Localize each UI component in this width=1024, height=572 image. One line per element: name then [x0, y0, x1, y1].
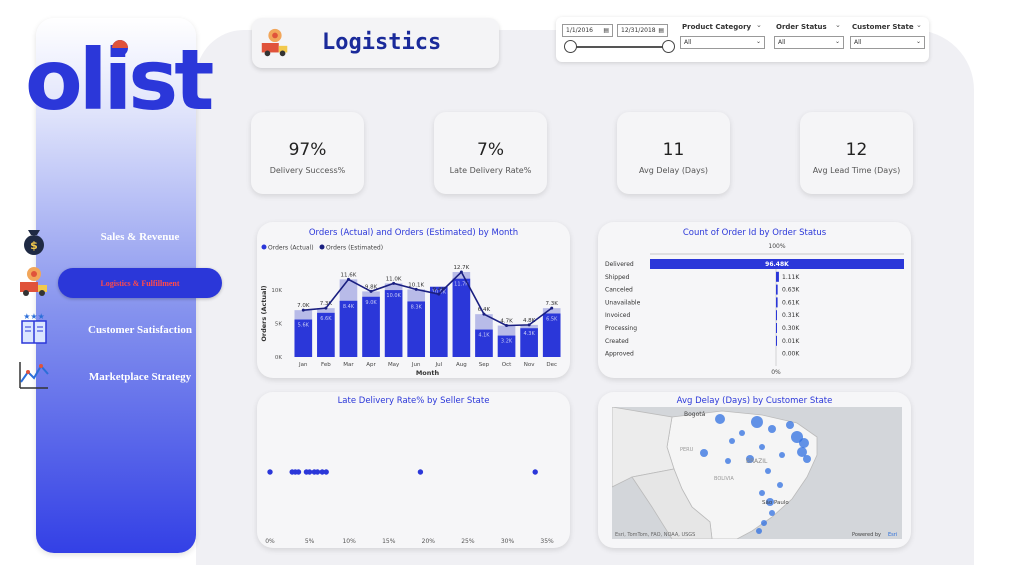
map-dots: [700, 414, 811, 534]
svg-text:$: $: [30, 239, 38, 252]
nav-marketplace-strategy[interactable]: Marketplace Strategy: [88, 371, 192, 383]
strategy-chart-icon: [19, 362, 49, 389]
calendar-icon: ▤: [603, 27, 609, 34]
map-state-dot[interactable]: [765, 468, 771, 474]
svg-text:★★★: ★★★: [23, 312, 45, 321]
logo-dot-accent: [112, 40, 128, 48]
map-label-bogota: Bogotá: [684, 411, 706, 418]
calendar-icon: ▤: [658, 27, 664, 34]
kpi-avg-delay: 11 Avg Delay (Days): [617, 112, 730, 194]
kpi-value: 12: [845, 140, 868, 160]
map-state-dot[interactable]: [751, 416, 763, 428]
map-label-sao-paulo: São Paulo: [762, 500, 789, 506]
nav-customer-satisfaction[interactable]: Customer Satisfaction: [88, 324, 192, 336]
map-state-dot[interactable]: [769, 510, 775, 516]
map-powered-by: Powered by: [852, 532, 881, 538]
money-bag-icon: $: [24, 230, 44, 255]
chevron-down-icon: ⌄: [755, 38, 761, 45]
map-esri-link[interactable]: Esri: [888, 532, 897, 538]
rating-book-icon: ★★★: [21, 312, 47, 344]
map-state-dot[interactable]: [777, 482, 783, 488]
map-state-dot[interactable]: [797, 447, 807, 457]
orders-by-month-card: Orders (Actual) and Orders (Estimated) b…: [257, 222, 570, 378]
chevron-down-icon[interactable]: ⌄: [835, 21, 841, 29]
map-svg: Bogotá BRAZIL São Paulo PERU BOLIVIA Esr…: [612, 407, 902, 539]
chevron-down-icon: ⌄: [915, 38, 921, 45]
kpi-label: Late Delivery Rate%: [449, 166, 532, 175]
date-start-value: 1/1/2016: [566, 27, 593, 34]
product-category-select[interactable]: All ⌄: [680, 36, 765, 49]
date-slider-start-handle[interactable]: [564, 40, 577, 53]
product-category-value: All: [684, 39, 692, 46]
page-title-card: Logistics: [252, 18, 499, 68]
date-slider-track[interactable]: [570, 46, 670, 48]
kpi-value: 11: [662, 140, 685, 160]
order-status-card: Count of Order Id by Order Status: [598, 222, 911, 378]
date-slider-end-handle[interactable]: [662, 40, 675, 53]
date-end-value: 12/31/2018: [621, 27, 656, 34]
date-end-input[interactable]: 12/31/2018 ▤: [617, 24, 668, 37]
map-state-dot[interactable]: [700, 449, 708, 457]
kpi-value: 7%: [477, 140, 504, 160]
chart-title: Late Delivery Rate% by Seller State: [337, 396, 490, 406]
delivery-truck-icon: [20, 267, 47, 296]
map-state-dot[interactable]: [803, 455, 811, 463]
filter-panel: 1/1/2016 ▤ 12/31/2018 ▤ Product Category…: [556, 17, 929, 62]
map-label-bolivia: BOLIVIA: [714, 476, 734, 482]
chevron-down-icon: ⌄: [834, 38, 840, 45]
neighbor-landmass-south: [631, 468, 713, 539]
map-attribution: Esri, TomTom, FAO, NOAA, USGS: [615, 532, 695, 538]
customer-state-select[interactable]: All ⌄: [850, 36, 925, 49]
map-state-dot[interactable]: [786, 421, 794, 429]
map-state-dot[interactable]: [779, 452, 785, 458]
map-state-dot[interactable]: [746, 455, 754, 463]
brazil-map[interactable]: Bogotá BRAZIL São Paulo PERU BOLIVIA Esr…: [612, 407, 902, 539]
customer-state-value: All: [854, 39, 862, 46]
map-state-dot[interactable]: [766, 498, 774, 506]
map-state-dot[interactable]: [768, 425, 776, 433]
kpi-label: Avg Delay (Days): [638, 166, 709, 175]
kpi-value: 97%: [288, 140, 327, 160]
chart-title: Avg Delay (Days) by Customer State: [676, 396, 833, 406]
order-status-select[interactable]: All ⌄: [774, 36, 844, 49]
kpi-label: Avg Lead Time (Days): [812, 166, 901, 175]
nav-logistics-fulfillment[interactable]: Logistics & Fulfillment: [58, 268, 222, 298]
order-status-value: All: [778, 39, 786, 46]
kpi-late-delivery-rate: 7% Late Delivery Rate%: [434, 112, 547, 194]
nav-sales-revenue[interactable]: Sales & Revenue: [100, 231, 180, 243]
map-state-dot[interactable]: [725, 458, 731, 464]
customer-state-label: Customer State: [852, 23, 914, 31]
map-label-brazil: BRAZIL: [746, 458, 768, 465]
map-state-dot[interactable]: [759, 490, 765, 496]
chart-title: Orders (Actual) and Orders (Estimated) b…: [308, 228, 519, 238]
map-state-dot[interactable]: [759, 444, 765, 450]
map-state-dot[interactable]: [729, 438, 735, 444]
page-title: Logistics: [322, 30, 442, 55]
chart-title: Count of Order Id by Order Status: [682, 228, 827, 238]
kpi-label: Delivery Success%: [269, 166, 346, 175]
product-category-label: Product Category: [682, 23, 752, 31]
map-state-dot[interactable]: [739, 430, 745, 436]
map-state-dot[interactable]: [799, 438, 809, 448]
map-state-dot[interactable]: [761, 520, 767, 526]
map-state-dot[interactable]: [715, 414, 725, 424]
kpi-delivery-success: 97% Delivery Success%: [251, 112, 364, 194]
late-delivery-by-seller-card: Late Delivery Rate% by Seller State: [257, 392, 570, 548]
order-status-label: Order Status: [776, 23, 827, 31]
map-state-dot[interactable]: [756, 528, 762, 534]
map-label-peru: PERU: [680, 447, 694, 453]
chevron-down-icon[interactable]: ⌄: [916, 21, 922, 29]
delivery-truck-icon: [261, 28, 288, 57]
kpi-avg-lead-time: 12 Avg Lead Time (Days): [800, 112, 913, 194]
chevron-down-icon[interactable]: ⌄: [756, 21, 762, 29]
date-start-input[interactable]: 1/1/2016 ▤: [562, 24, 613, 37]
